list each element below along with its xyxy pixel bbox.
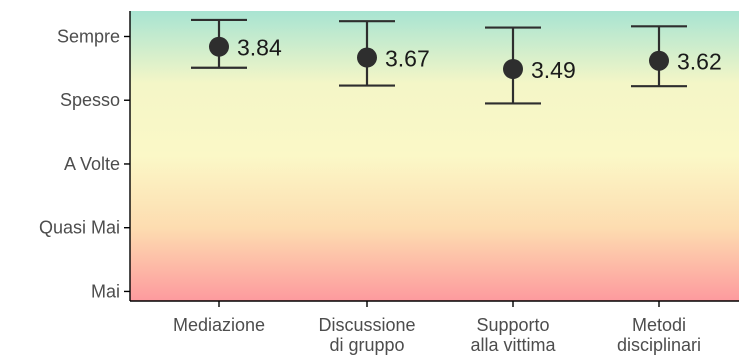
data-label: 3.67 <box>385 46 430 72</box>
x-tick-label: Mediazione <box>173 315 265 335</box>
y-tick-label: Spesso <box>60 90 120 110</box>
x-tick-label: Discussione di gruppo <box>318 315 415 355</box>
data-point <box>503 59 523 79</box>
value-labels: 3.84 3.67 3.49 3.62 <box>237 35 722 83</box>
x-tick-label: Metodi disciplinari <box>617 315 701 355</box>
y-tick-label: Quasi Mai <box>39 218 120 238</box>
data-point <box>357 47 377 68</box>
plot-background <box>130 11 739 301</box>
data-label: 3.49 <box>531 57 576 83</box>
data-point <box>209 36 229 57</box>
data-point <box>649 50 669 71</box>
data-label: 3.84 <box>237 35 282 61</box>
data-label: 3.62 <box>677 49 722 75</box>
y-ticks: Mai Quasi Mai A Volte Spesso Sempre <box>39 26 130 301</box>
x-ticks: Mediazione Discussione di gruppo Supporto al… <box>173 301 701 355</box>
y-tick-label: Mai <box>91 281 120 301</box>
y-tick-label: A Volte <box>64 154 120 174</box>
x-tick-label: Supporto alla vittima <box>470 315 556 355</box>
y-tick-label: Sempre <box>57 26 120 46</box>
points <box>209 36 669 79</box>
